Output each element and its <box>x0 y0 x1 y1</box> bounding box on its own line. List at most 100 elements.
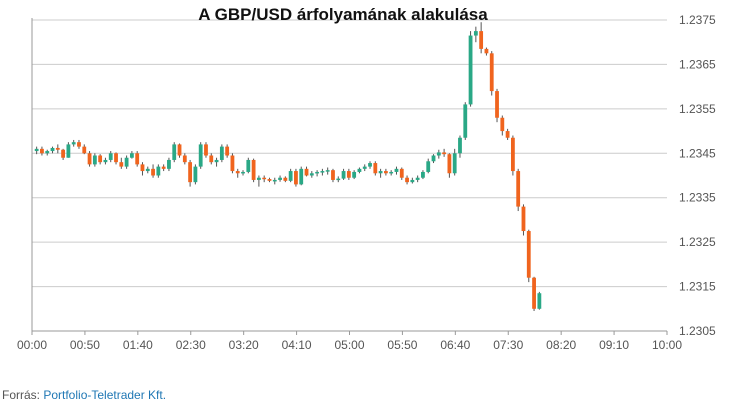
candle <box>177 143 182 158</box>
candle-body-down <box>251 159 256 180</box>
candle <box>336 176 341 183</box>
candle-body-up <box>458 137 462 154</box>
candle <box>309 171 314 178</box>
candle-layer <box>34 22 542 312</box>
y-tick-label: 1.2335 <box>679 191 716 205</box>
candle <box>521 204 526 236</box>
candle-body-up <box>463 104 468 138</box>
candle <box>262 175 267 183</box>
candle <box>357 167 362 174</box>
candle-body-up <box>336 178 341 181</box>
candle <box>235 168 240 178</box>
candle <box>405 175 409 185</box>
candle-body-down <box>526 231 531 278</box>
candle <box>145 166 150 174</box>
candle <box>188 159 193 187</box>
candle <box>463 102 468 140</box>
candle-body-up <box>389 171 394 174</box>
candle-body-down <box>209 155 214 163</box>
candle-body-down <box>119 162 124 167</box>
candle-body-up <box>394 168 399 172</box>
candle-body-up <box>320 171 325 173</box>
candle <box>532 276 536 312</box>
candle-body-down <box>177 144 182 156</box>
candle <box>410 177 415 184</box>
candle-body-down <box>383 171 388 174</box>
candle-body-down <box>283 177 288 181</box>
candle <box>500 115 505 136</box>
source-label: Forrás: <box>2 388 44 402</box>
candle-body-up <box>246 159 251 172</box>
x-tick-label: 05:00 <box>334 338 364 352</box>
x-tick-label: 02:30 <box>176 338 206 352</box>
candle <box>267 177 272 183</box>
candle-body-up <box>45 151 50 154</box>
candle <box>119 157 124 169</box>
candle <box>198 142 203 169</box>
candle-body-up <box>92 155 97 165</box>
candle <box>468 31 473 107</box>
candle-body-down <box>373 163 378 174</box>
candle-body-up <box>71 142 76 145</box>
source-note: Forrás: Portfolio-Teletrader Kft. <box>2 388 166 402</box>
candle-body-down <box>182 155 187 163</box>
x-tick-label: 09:10 <box>599 338 629 352</box>
candle <box>108 151 113 163</box>
candle-body-up <box>315 171 320 174</box>
candle <box>489 51 494 96</box>
candle <box>256 175 261 187</box>
x-tick-label: 05:50 <box>387 338 417 352</box>
candle-body-up <box>193 166 198 183</box>
candle-body-down <box>331 170 335 180</box>
candle-body-down <box>479 31 484 49</box>
candle <box>383 168 388 176</box>
candle-body-down <box>98 155 103 163</box>
candle <box>426 158 431 174</box>
candle-body-up <box>299 168 304 185</box>
candle <box>230 153 235 174</box>
candle <box>341 168 346 180</box>
candle <box>225 144 230 158</box>
y-tick-label: 1.2315 <box>679 280 716 294</box>
candle-body-down <box>294 171 298 185</box>
x-tick-label: 00:00 <box>17 338 47 352</box>
axis-layer: 1.2375 1.2365 1.2355 1.2345 1.2335 1.2325 1.23… <box>17 13 716 352</box>
candle <box>66 142 71 158</box>
candle <box>71 139 76 147</box>
candle-body-down <box>40 148 44 154</box>
candle-body-up <box>167 159 171 169</box>
candle <box>219 144 224 163</box>
candle <box>40 146 44 156</box>
candle <box>516 168 521 212</box>
candle-body-down <box>500 117 505 132</box>
candle-body-down <box>82 146 87 154</box>
x-tick-label: 00:50 <box>70 338 100 352</box>
candle <box>77 139 81 149</box>
candle <box>473 26 478 43</box>
candle-body-up <box>468 35 473 105</box>
candle <box>251 158 256 183</box>
candle <box>241 170 245 176</box>
x-tick-label: 03:20 <box>229 338 259 352</box>
candle <box>479 22 484 54</box>
candle-body-up <box>256 177 261 180</box>
candle <box>204 142 208 158</box>
candle <box>61 148 66 160</box>
candle <box>87 151 92 167</box>
candle-body-up <box>129 153 134 158</box>
candle-body-up <box>50 147 55 152</box>
candle-body-up <box>325 170 330 172</box>
candle-body-down <box>495 91 499 118</box>
candle-body-up <box>341 171 346 179</box>
candle <box>193 164 198 185</box>
candle-body-up <box>34 148 39 152</box>
candle-body-down <box>61 149 66 158</box>
candle-body-up <box>431 155 436 162</box>
source-link[interactable]: Portfolio-Teletrader Kft. <box>43 388 167 402</box>
candle-body-up <box>473 31 478 36</box>
candle-body-up <box>145 168 150 172</box>
candle <box>331 168 335 183</box>
candle <box>304 166 309 177</box>
candle <box>373 161 378 176</box>
